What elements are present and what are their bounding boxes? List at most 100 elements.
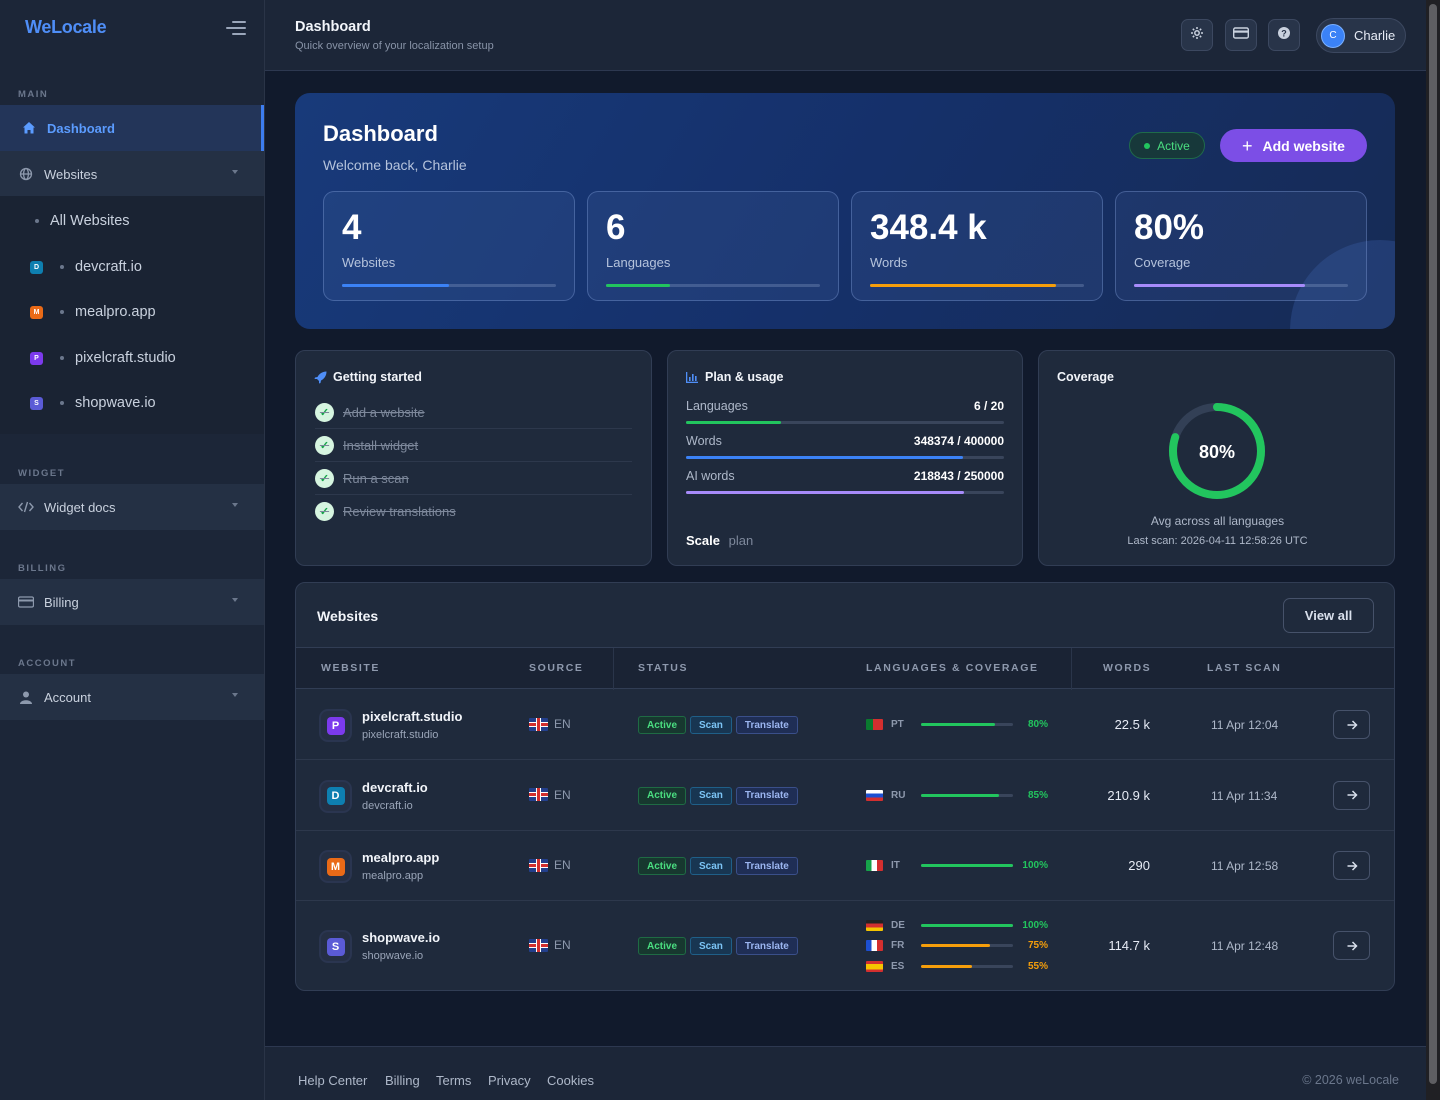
flag-pt-icon [866, 719, 883, 730]
translate-button[interactable]: Translate [735, 857, 798, 875]
translate-button[interactable]: Translate [735, 786, 798, 805]
scan-button[interactable]: Scan [690, 786, 732, 805]
footer-link-privacy[interactable]: Privacy [488, 1073, 531, 1088]
footer-link-terms[interactable]: Terms [436, 1073, 472, 1088]
sidebar-item-site[interactable]: S shopwave.io [0, 381, 264, 425]
settings-icon [1190, 26, 1204, 45]
status-dot-icon [1144, 142, 1151, 149]
sidebar-item-account[interactable]: Account [0, 674, 264, 720]
sidebar-item-websites[interactable]: Websites [0, 151, 264, 197]
translate-button[interactable]: Translate [735, 937, 798, 955]
plus-icon: + [1242, 135, 1253, 156]
sidebar-item-site[interactable]: P pixelcraft.studio [0, 336, 264, 380]
usage-value: 218843 / 250000 [913, 469, 1004, 483]
column-header[interactable]: WEBSITE [321, 662, 381, 674]
footer-link-cookies[interactable]: Cookies [547, 1073, 594, 1088]
plan-name-suffix: plan [728, 533, 754, 548]
site-badge-icon: M [30, 305, 43, 319]
card-title-label: Getting started [333, 370, 422, 384]
brand-logo[interactable]: WeLocale [25, 17, 107, 37]
column-header[interactable]: SOURCE [529, 662, 584, 674]
status-badge-active: Active [638, 937, 687, 955]
footer-link-help-center[interactable]: Help Center [298, 1073, 368, 1088]
coverage-last-scan: Last scan: 2026-04-11 12:58:26 UTC [1127, 535, 1308, 547]
usage-progress-fill [686, 491, 965, 494]
scan-button[interactable]: Scan [690, 716, 732, 734]
usage-progress-fill [686, 456, 963, 459]
user-icon [18, 689, 34, 705]
sidebar-item-site[interactable]: M mealpro.app [0, 290, 264, 334]
site-name[interactable]: shopwave.io [362, 930, 441, 945]
add-website-button[interactable]: + Add website [1220, 129, 1367, 162]
status-tags: Active Scan Translate [638, 716, 802, 734]
menu-toggle-icon[interactable] [224, 20, 246, 36]
globe-icon [18, 166, 34, 182]
settings-button[interactable] [1181, 19, 1213, 51]
websites-table-card: Websites View all WEBSITE SOURCE STATUS … [295, 582, 1395, 991]
checklist-item[interactable]: ✓ Add a website [315, 396, 632, 429]
site-badge-icon: D [326, 787, 345, 805]
column-header[interactable]: WORDS [1103, 662, 1152, 674]
open-website-button[interactable] [1333, 931, 1370, 960]
open-website-button[interactable] [1333, 780, 1370, 810]
open-website-button[interactable] [1333, 710, 1370, 739]
checklist-item[interactable]: ✓ Run a scan [315, 462, 632, 495]
billing-button[interactable] [1225, 19, 1257, 51]
bar-chart-icon [686, 371, 698, 383]
site-badge-icon: S [326, 937, 345, 956]
sidebar-item-dashboard[interactable]: Dashboard [0, 105, 264, 151]
checklist-item-label: Review translations [343, 504, 456, 519]
usage-label: Languages [686, 399, 748, 413]
sidebar-item-widget-docs[interactable]: Widget docs [0, 484, 264, 530]
open-website-button[interactable] [1333, 851, 1370, 880]
credit-card-icon [18, 594, 34, 610]
site-domain: pixelcraft.studio [362, 729, 439, 741]
svg-text:?: ? [1281, 28, 1287, 38]
checklist-item[interactable]: ✓ Review translations [315, 495, 632, 528]
flag-gb-icon [529, 788, 548, 801]
scrollbar[interactable] [1426, 0, 1440, 1100]
column-header[interactable]: LANGUAGES & COVERAGE [866, 662, 1039, 674]
footer-link-billing[interactable]: Billing [385, 1073, 420, 1088]
site-badge-icon: S [30, 396, 43, 410]
sidebar-item-site[interactable]: D devcraft.io [0, 245, 264, 289]
word-count: 114.7 k [1108, 938, 1150, 953]
coverage-bar-fill [921, 944, 990, 947]
checklist-item[interactable]: ✓ Install widget [315, 429, 632, 462]
site-name[interactable]: devcraft.io [362, 779, 428, 795]
help-button[interactable]: ? [1268, 19, 1300, 51]
language-code: ES [891, 960, 905, 972]
column-header[interactable]: STATUS [638, 662, 689, 674]
flag-it-icon [866, 860, 883, 871]
coverage-percent: 85% [1027, 789, 1048, 801]
scan-button[interactable]: Scan [690, 857, 732, 875]
source-language: EN [529, 788, 571, 802]
view-all-button[interactable]: View all [1283, 598, 1374, 633]
user-menu[interactable]: C Charlie [1316, 18, 1406, 53]
site-name[interactable]: mealpro.app [362, 850, 440, 865]
site-badge-icon: M [326, 857, 345, 876]
flag-fr-icon [866, 940, 883, 951]
checklist-item-label: Run a scan [343, 470, 409, 486]
stat-value: 4 [342, 208, 362, 247]
scan-button[interactable]: Scan [690, 937, 732, 955]
sidebar-item-all-websites[interactable]: All Websites [0, 199, 264, 243]
stat-value: 6 [606, 208, 626, 247]
column-header[interactable]: LAST SCAN [1207, 662, 1282, 674]
status-badge: Active [1129, 132, 1205, 159]
scrollbar-thumb[interactable] [1429, 4, 1437, 1084]
coverage-bar-fill [921, 723, 995, 726]
sidebar-item-label: shopwave.io [75, 395, 156, 411]
status-badge-active: Active [638, 857, 687, 875]
translate-button[interactable]: Translate [735, 716, 798, 734]
card-title-label: Plan & usage [705, 370, 784, 384]
stat-label: Coverage [1134, 255, 1191, 270]
bullet-icon [35, 219, 39, 223]
sidebar-item-billing[interactable]: Billing [0, 579, 264, 625]
plan-usage-card: Plan & usage Languages 6 / 20 Words 3483… [667, 350, 1023, 566]
checklist-item-label: Add a website [343, 404, 425, 420]
site-name[interactable]: pixelcraft.studio [362, 709, 463, 724]
usage-progress [686, 421, 1004, 424]
